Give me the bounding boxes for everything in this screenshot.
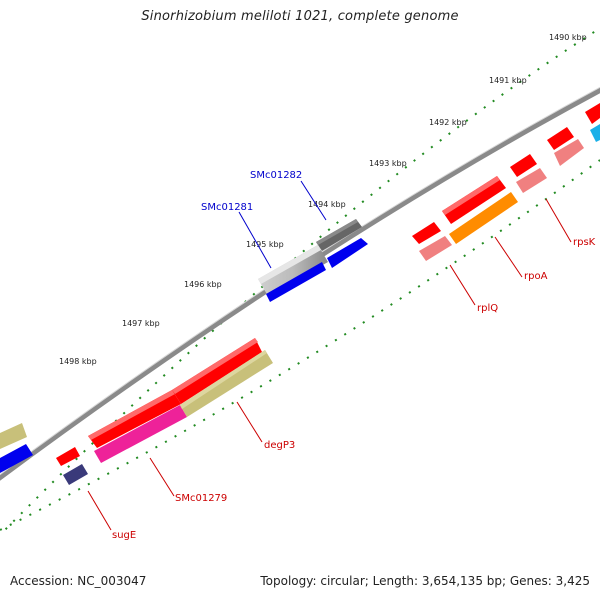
outer-scale-arc xyxy=(0,27,600,537)
scale-label: 1496 kbp xyxy=(184,280,222,289)
gene-label-smc01281[interactable]: SMc01281 xyxy=(201,202,253,213)
genome-info-text: Topology: circular; Length: 3,654,135 bp… xyxy=(260,574,590,588)
gene-olive[interactable] xyxy=(180,350,273,417)
gene-label-suge[interactable]: sugE xyxy=(112,530,136,541)
scale-label: 1492 kbp xyxy=(429,118,467,127)
gene-degp3[interactable] xyxy=(172,338,262,404)
gene-red-b[interactable] xyxy=(442,176,506,224)
inner-scale-arc xyxy=(0,159,600,531)
gene-blue-left[interactable] xyxy=(0,444,33,473)
gene-red-d[interactable] xyxy=(547,127,574,150)
gene-blue-2[interactable] xyxy=(327,238,368,268)
gene-rpsk[interactable] xyxy=(516,168,547,193)
gene-rpoa[interactable] xyxy=(449,192,518,244)
gene-olive-left[interactable] xyxy=(0,423,27,449)
gene-smc01282[interactable] xyxy=(316,219,362,251)
gene-pink-b[interactable] xyxy=(554,139,584,166)
gene-blue-1[interactable] xyxy=(266,262,326,302)
gene-smc01279[interactable] xyxy=(94,405,187,463)
accession-text: Accession: NC_003047 xyxy=(10,574,147,588)
scale-label: 1494 kbp xyxy=(308,200,346,209)
scale-label: 1491 kbp xyxy=(489,76,527,85)
genome-backbone xyxy=(0,87,600,481)
gene-label-degp3[interactable]: degP3 xyxy=(264,440,295,451)
gene-red-a[interactable] xyxy=(412,222,441,244)
gene-label-rplq[interactable]: rplQ xyxy=(477,303,498,314)
gene-red-c[interactable] xyxy=(510,154,537,177)
gene-cyan[interactable] xyxy=(590,124,600,142)
gene-label-rpsk[interactable]: rpsK xyxy=(573,237,596,248)
scale-label: 1497 kbp xyxy=(122,319,160,328)
gene-red-f[interactable] xyxy=(88,390,181,448)
scale-label: 1498 kbp xyxy=(59,357,97,366)
gene-red-e[interactable] xyxy=(585,103,600,124)
page-title: Sinorhizobium meliloti 1021, complete ge… xyxy=(141,9,459,24)
gene-red-g[interactable] xyxy=(56,447,80,466)
scale-label: 1495 kbp xyxy=(246,240,284,249)
scale-label: 1490 kbp xyxy=(549,33,587,42)
gene-label-smc01282[interactable]: SMc01282 xyxy=(250,170,302,181)
gene-sugE[interactable] xyxy=(63,464,88,485)
gene-label-smc01279[interactable]: SMc01279 xyxy=(175,493,227,504)
gene-label-rpoa[interactable]: rpoA xyxy=(524,271,548,282)
gene-pink-a[interactable] xyxy=(419,236,452,261)
gene-smc01281[interactable] xyxy=(258,245,328,296)
scale-label: 1493 kbp xyxy=(369,159,407,168)
